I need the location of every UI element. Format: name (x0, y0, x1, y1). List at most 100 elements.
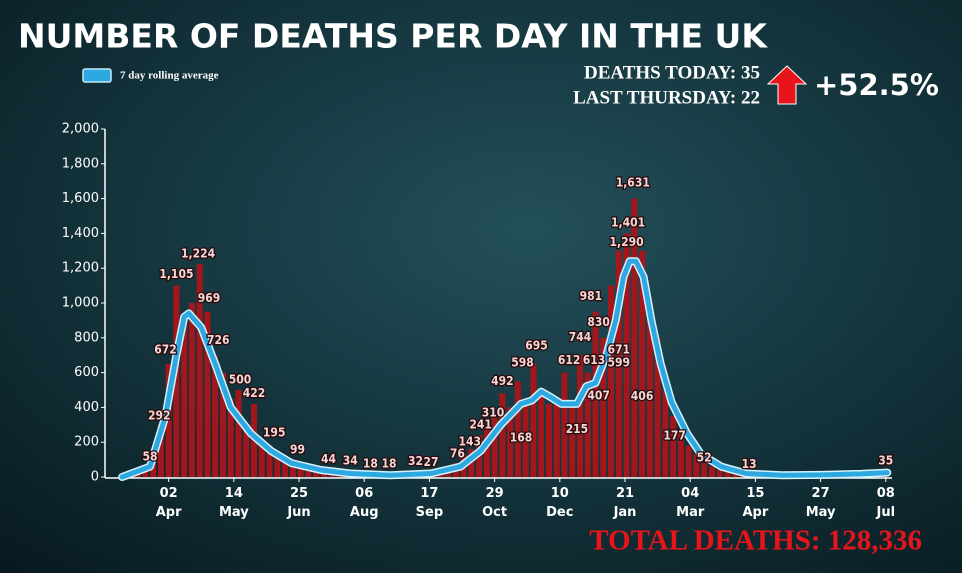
x-tick-label: 14 May (219, 486, 249, 520)
bar (600, 337, 607, 477)
data-label: 744 (569, 330, 592, 344)
y-tick-label: 600 (74, 365, 99, 380)
bar (282, 456, 289, 477)
x-tick-label-line: Jan (613, 505, 637, 520)
x-tick-label-line: Apr (156, 505, 182, 520)
data-label: 143 (459, 435, 482, 449)
bar (623, 233, 630, 477)
bar (685, 445, 692, 477)
up-arrow (766, 65, 808, 105)
x-tick-label: 10 Dec (546, 486, 573, 520)
bar (188, 303, 195, 477)
bar (608, 285, 615, 477)
bar (615, 250, 622, 477)
bar (274, 450, 281, 477)
bar (289, 459, 296, 477)
bar (701, 463, 708, 477)
x-tick-label-line: Aug (350, 505, 379, 520)
data-label: 407 (587, 389, 610, 403)
x-tick-label-line: 15 (746, 486, 764, 501)
y-tick-label: 800 (74, 330, 99, 345)
bar (732, 472, 739, 477)
data-label: 981 (580, 289, 603, 303)
x-tick-label: 21 Jan (613, 486, 637, 520)
x-tick-label-line: 17 (420, 486, 438, 501)
x-tick-label-line: Oct (482, 505, 507, 520)
data-label: 44 (321, 452, 337, 466)
bar (219, 372, 226, 477)
data-label: 195 (263, 426, 286, 440)
data-label: 422 (243, 386, 266, 400)
data-label: 969 (198, 291, 221, 305)
bar (693, 454, 700, 477)
bar (266, 445, 273, 477)
y-tick-label: 400 (74, 400, 99, 415)
bar (313, 470, 320, 477)
y-tick-label: 1,400 (62, 226, 99, 241)
x-tick-label-line: Sep (416, 505, 444, 520)
legend-swatch (82, 68, 112, 83)
x-tick-label: 17 Sep (416, 486, 444, 520)
bar (631, 198, 638, 477)
x-tick-label-line: 08 (877, 486, 895, 501)
data-label: 1,224 (181, 247, 216, 261)
x-tick-label-line: 06 (355, 486, 373, 501)
y-tick-label: 0 (91, 470, 99, 485)
data-label: 1,631 (616, 176, 650, 190)
bar (576, 355, 583, 477)
data-label: 34 (343, 454, 359, 468)
data-label: 292 (148, 409, 171, 423)
bar (491, 416, 498, 477)
bar (538, 390, 545, 477)
bar (297, 464, 304, 477)
x-tick-label-line: 02 (160, 486, 178, 501)
bar (708, 466, 715, 477)
bar (243, 424, 250, 477)
data-label: 215 (566, 422, 589, 436)
data-label: 599 (608, 355, 631, 369)
x-tick-label: 29 Oct (482, 486, 507, 520)
legend-label: 7 day rolling average (120, 70, 219, 82)
bar (584, 372, 591, 477)
data-label: 492 (491, 374, 514, 388)
data-label: 406 (631, 389, 654, 403)
x-tick-label-line: 10 (551, 486, 569, 501)
y-tick-label: 1,200 (62, 261, 99, 276)
data-label: 500 (229, 373, 252, 387)
bar (677, 433, 684, 477)
x-tick-label: 15 Apr (743, 486, 769, 520)
y-tick-label: 200 (74, 435, 99, 450)
data-label: 168 (510, 430, 533, 444)
bar (654, 337, 661, 477)
data-label: 726 (207, 333, 230, 347)
x-tick-label-line: May (219, 505, 249, 520)
x-tick-label-line: 14 (225, 486, 243, 501)
bar (569, 407, 576, 477)
bar (142, 470, 149, 477)
x-tick-label: 04 Mar (676, 486, 705, 520)
data-label: 1,290 (609, 235, 643, 249)
data-label: 672 (154, 343, 177, 357)
bar (212, 355, 219, 477)
total: TOTAL DEATHS: 128,336 (589, 525, 922, 557)
x-tick-label: 25 Jun (286, 486, 310, 520)
change: +52.5% (814, 68, 939, 102)
bar (561, 372, 568, 477)
x-tick-label-line: Apr (743, 505, 769, 520)
data-label: 27 (423, 455, 438, 469)
bar (134, 474, 141, 477)
y-tick-label: 2,000 (62, 122, 99, 137)
data-label: 598 (511, 355, 534, 369)
data-label: 241 (469, 418, 492, 432)
bar (235, 390, 242, 477)
bar (639, 250, 646, 477)
data-label: 18 (363, 456, 378, 470)
x-tick-label-line: 21 (616, 486, 634, 501)
stat: DEATHS TODAY: 35 (584, 62, 760, 83)
line (119, 258, 890, 480)
bar (553, 398, 560, 477)
bar (724, 471, 731, 477)
bar (204, 311, 211, 477)
bar (227, 398, 234, 477)
bar (499, 393, 506, 477)
